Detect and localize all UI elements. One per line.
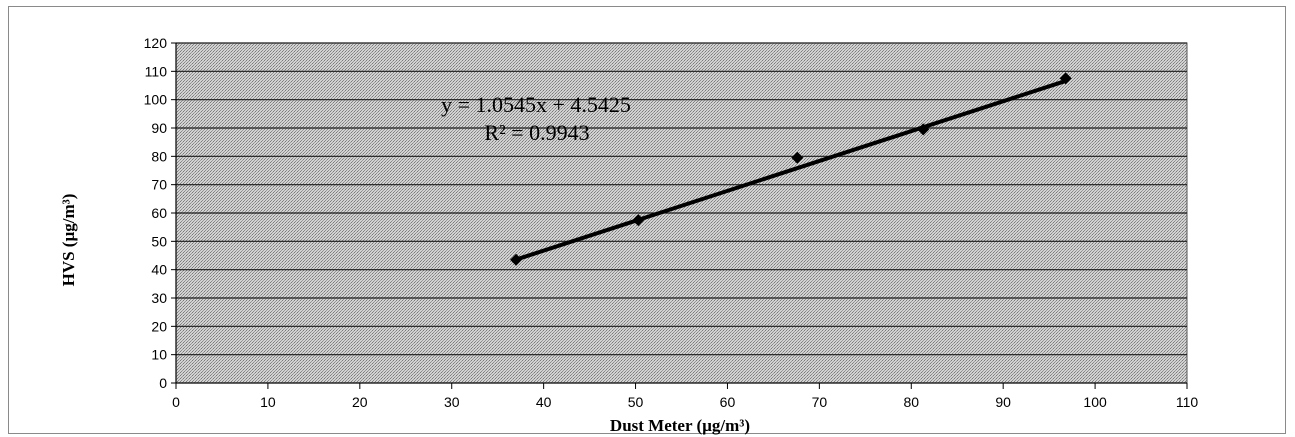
x-axis-ticks: 0 10 20 30 40 50 60 70 80 90 100 110 <box>172 383 1198 410</box>
trendline-group <box>514 78 1068 262</box>
x-tick-label: 20 <box>352 394 368 410</box>
data-point-marker <box>632 214 645 227</box>
y-tick-label: 110 <box>145 63 168 79</box>
y-tick-label: 10 <box>151 347 167 363</box>
y-tick-label: 80 <box>151 148 167 164</box>
trendline <box>514 78 1068 262</box>
x-tick-label: 90 <box>995 394 1011 410</box>
y-tick-label: 0 <box>159 375 167 391</box>
y-tick-label: 20 <box>151 318 167 334</box>
y-tick-label: 40 <box>151 262 167 278</box>
y-tick-label: 30 <box>151 290 167 306</box>
y-tick-label: 120 <box>144 35 168 51</box>
x-axis-title: Dust Meter (µg/m³) <box>610 416 750 435</box>
x-tick-label: 10 <box>260 394 276 410</box>
gridlines <box>176 42 1187 356</box>
y-tick-label: 70 <box>151 177 167 193</box>
x-tick-label: 0 <box>172 394 180 410</box>
x-tick-label: 60 <box>720 394 736 410</box>
x-tick-label: 110 <box>1176 394 1199 410</box>
x-tick-label: 70 <box>812 394 828 410</box>
x-tick-label: 40 <box>536 394 552 410</box>
r-squared-label: R² = 0.9943 <box>484 120 589 145</box>
y-axis-ticks: 0 10 20 30 40 50 60 70 80 90 100 110 120 <box>144 35 176 391</box>
x-tick-label: 80 <box>903 394 919 410</box>
x-tick-label: 50 <box>628 394 644 410</box>
data-point-marker <box>510 253 523 266</box>
y-axis-title: HVS (µg/m³) <box>59 194 78 287</box>
y-tick-label: 90 <box>151 120 167 136</box>
equation-label: y = 1.0545x + 4.5425 <box>441 92 631 117</box>
y-tick-label: 60 <box>151 205 167 221</box>
data-points <box>510 72 1072 266</box>
y-tick-label: 100 <box>144 92 168 108</box>
y-tick-label: 50 <box>151 233 167 249</box>
x-tick-label: 100 <box>1083 394 1107 410</box>
data-point-marker <box>791 151 804 164</box>
data-point-marker <box>1059 72 1072 85</box>
x-tick-label: 30 <box>444 394 460 410</box>
data-point-marker <box>917 123 930 136</box>
